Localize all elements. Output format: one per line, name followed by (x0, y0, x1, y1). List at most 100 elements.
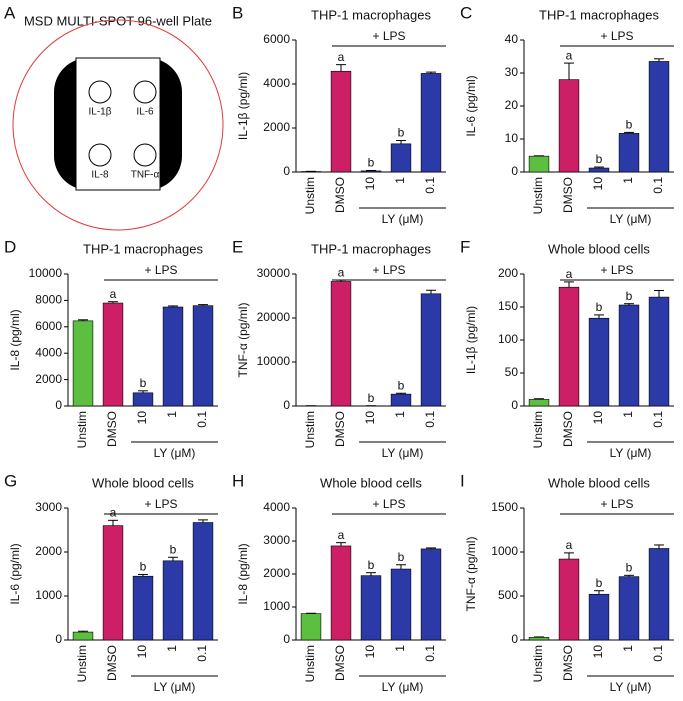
y-tick-label: 50 (505, 365, 519, 379)
x-tick-label: Unstim (303, 645, 317, 682)
bar (420, 73, 442, 173)
panel-letter: B (232, 3, 243, 22)
significance-letter: b (626, 118, 633, 132)
y-tick-label: 0 (511, 632, 518, 646)
bar (618, 576, 640, 641)
x-tick-label: 10 (363, 411, 377, 425)
y-tick-label: 10000 (29, 266, 63, 280)
x-tick-label: Unstim (303, 177, 317, 214)
x-tick-label: Unstim (75, 411, 89, 448)
significance-letter: a (566, 538, 573, 552)
y-axis-label: IL-8 (pg/ml) (236, 543, 250, 604)
x-tick-label: 10 (591, 411, 605, 425)
y-tick-label: 20000 (257, 310, 291, 324)
bar (558, 286, 580, 407)
chart-title: Whole blood cells (320, 475, 422, 490)
chart-title: THP-1 macrophages (83, 241, 203, 256)
spot (88, 143, 112, 167)
significance-letter: a (338, 50, 345, 64)
subgroup-label: LY (μM) (382, 212, 424, 226)
spot-label: TNF-α (131, 170, 160, 181)
y-axis-label: TNF-α (pg/ml) (236, 303, 250, 378)
significance-letter: a (566, 48, 573, 62)
y-tick-label: 1000 (491, 544, 518, 558)
y-axis-label: IL-6 (pg/ml) (464, 75, 478, 136)
y-tick-label: 8000 (35, 293, 62, 307)
panel-letter: F (460, 237, 470, 256)
x-tick-label: DMSO (561, 645, 575, 681)
y-tick-label: 6000 (35, 319, 62, 333)
bar (330, 545, 352, 641)
x-tick-label: DMSO (333, 177, 347, 213)
y-axis-label: IL-8 (pg/ml) (8, 309, 22, 370)
x-tick-label: DMSO (561, 411, 575, 447)
bar (588, 317, 610, 407)
x-tick-label: Unstim (531, 177, 545, 214)
group-label: + LPS (600, 29, 633, 43)
y-tick-label: 150 (498, 299, 518, 313)
significance-letter: b (140, 560, 147, 574)
y-tick-label: 200 (498, 266, 518, 280)
x-tick-label: DMSO (105, 645, 119, 681)
bar (588, 593, 610, 641)
chart-title: Whole blood cells (548, 475, 650, 490)
significance-letter: b (626, 289, 633, 303)
y-tick-label: 4000 (263, 76, 290, 90)
subgroup-label: LY (μM) (382, 680, 424, 694)
significance-letter: b (170, 542, 177, 556)
y-tick-label: 0 (55, 398, 62, 412)
subgroup-label: LY (μM) (610, 680, 652, 694)
chart-title: THP-1 macrophages (311, 241, 431, 256)
bar (558, 558, 580, 641)
panel-letter: E (232, 237, 243, 256)
significance-letter: a (338, 265, 345, 279)
subgroup-label: LY (μM) (610, 446, 652, 460)
y-tick-label: 4000 (263, 500, 290, 514)
spot-label: IL-8 (91, 170, 109, 181)
y-tick-label: 10 (505, 131, 519, 145)
group-label: + LPS (600, 497, 633, 511)
x-tick-label: 0.1 (423, 411, 437, 428)
panel-letter: C (460, 3, 472, 22)
y-tick-label: 0 (511, 398, 518, 412)
bar (420, 293, 442, 407)
y-tick-label: 3000 (35, 500, 62, 514)
significance-letter: b (626, 560, 633, 574)
x-tick-label: 0.1 (651, 411, 665, 428)
bar (192, 522, 214, 641)
significance-letter: b (596, 300, 603, 314)
subgroup-label: LY (μM) (610, 212, 652, 226)
bar (648, 296, 670, 407)
y-tick-label: 0 (283, 398, 290, 412)
significance-letter: b (398, 378, 405, 392)
bar (390, 143, 412, 173)
x-tick-label: 0.1 (423, 645, 437, 662)
y-tick-label: 100 (498, 332, 518, 346)
x-tick-label: 10 (135, 411, 149, 425)
x-tick-label: 0.1 (423, 177, 437, 194)
panel-letter: G (4, 471, 17, 490)
significance-letter: a (110, 505, 117, 519)
significance-letter: b (368, 391, 375, 405)
x-tick-label: 1 (621, 645, 635, 652)
x-tick-label: 10 (591, 177, 605, 191)
bar (390, 568, 412, 641)
spot (133, 80, 157, 104)
group-label: + LPS (144, 497, 177, 511)
y-tick-label: 30 (505, 65, 519, 79)
y-tick-label: 0 (283, 632, 290, 646)
panel-letter: A (4, 3, 16, 22)
bar (618, 133, 640, 173)
significance-letter: a (110, 287, 117, 301)
x-tick-label: 0.1 (195, 411, 209, 428)
subgroup-label: LY (μM) (154, 680, 196, 694)
x-tick-label: 10 (591, 645, 605, 659)
bar (588, 167, 610, 173)
x-tick-label: DMSO (333, 645, 347, 681)
y-tick-label: 2000 (263, 120, 290, 134)
panel-title: MSD MULTI-SPOT 96-well Plate (24, 13, 212, 28)
x-tick-label: DMSO (105, 411, 119, 447)
bar (330, 70, 352, 173)
y-tick-label: 6000 (263, 32, 290, 46)
x-tick-label: 10 (363, 177, 377, 191)
